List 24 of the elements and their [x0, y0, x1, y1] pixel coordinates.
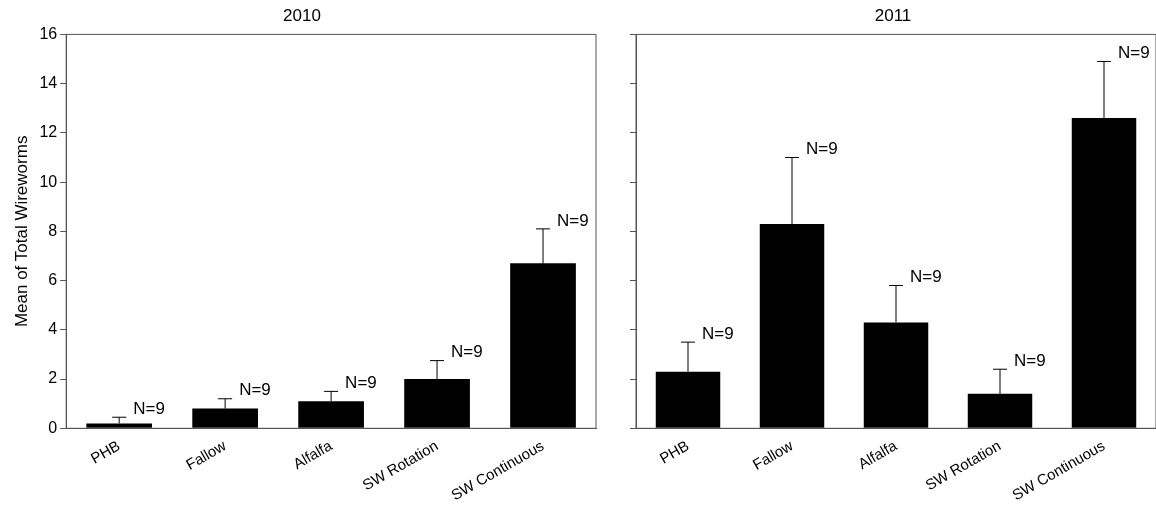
annotation: N=9 — [1118, 43, 1150, 63]
y-tick-label: 2 — [48, 369, 58, 387]
annotation: N=9 — [910, 267, 942, 287]
y-tick-label: 10 — [39, 172, 58, 190]
y-tick-label: 16 — [39, 24, 58, 42]
annotation: N=9 — [806, 139, 838, 159]
y-tick-label: 0 — [48, 418, 58, 436]
y-tick-label: 8 — [48, 221, 58, 239]
annotation: N=9 — [557, 210, 589, 230]
annotation: N=9 — [239, 380, 271, 400]
annotation: N=9 — [133, 398, 165, 418]
x-tick-label: PHB — [656, 436, 692, 467]
chart-title: 2011 — [874, 5, 912, 25]
y-tick-label: 6 — [48, 271, 58, 288]
y-tick-label: 14 — [39, 74, 58, 92]
y-tick-label: 12 — [39, 123, 58, 141]
annotation: N=9 — [702, 323, 734, 343]
annotation: N=9 — [1014, 350, 1046, 370]
y-axis-title: Mean of Total Wireworms — [11, 135, 31, 328]
annotation: N=9 — [451, 342, 483, 362]
annotation: N=9 — [345, 373, 377, 393]
x-tick-label: PHB — [87, 436, 123, 467]
chart-title: 2010 — [283, 5, 321, 25]
y-tick-label: 4 — [48, 320, 58, 338]
